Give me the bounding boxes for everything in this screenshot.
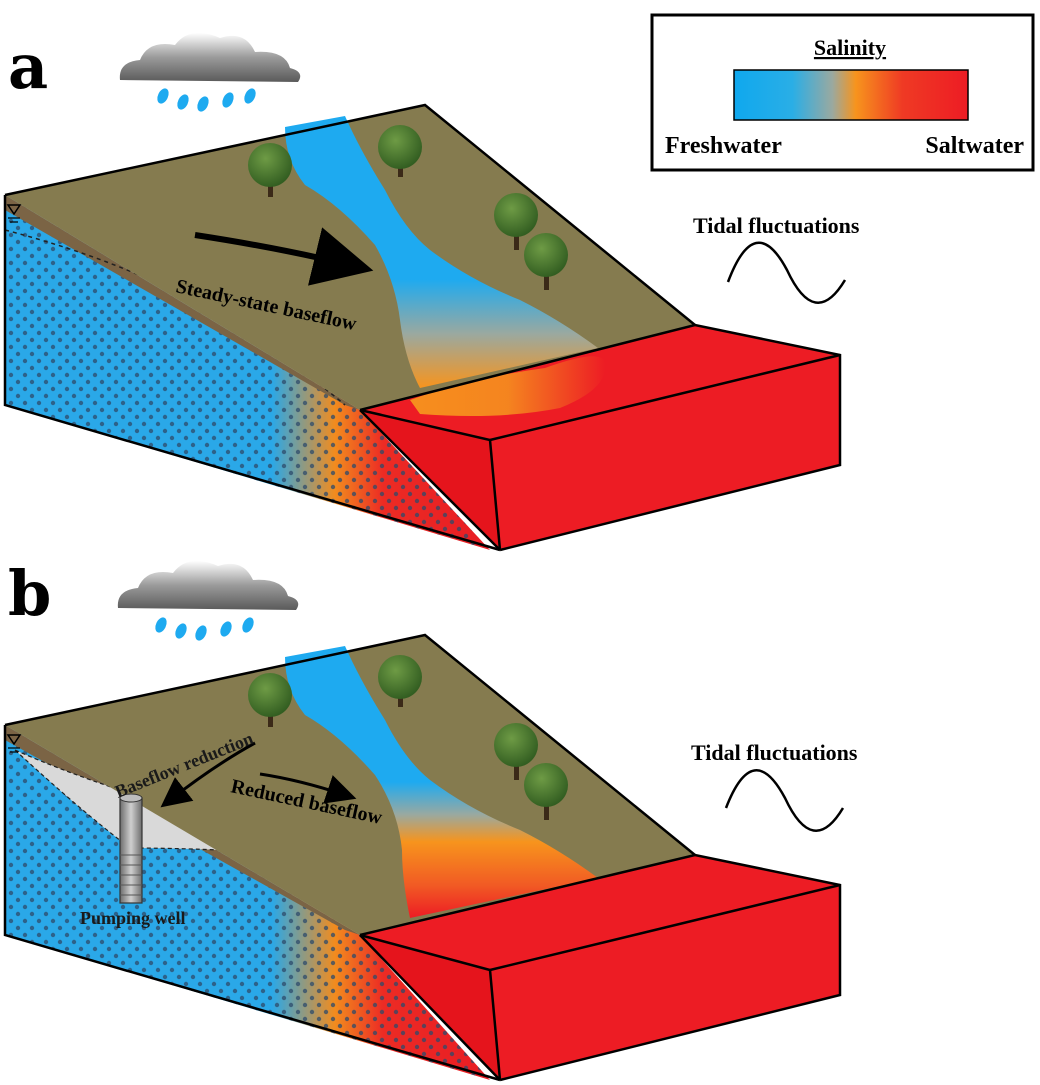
well-label: Pumping well xyxy=(80,908,186,928)
legend-high-label: Saltwater xyxy=(925,133,1024,159)
tree-icon xyxy=(248,673,292,727)
pumping-well-icon xyxy=(119,793,143,904)
river xyxy=(285,116,598,388)
tide-label: Tidal fluctuations xyxy=(693,213,860,238)
tree-icon xyxy=(248,143,292,197)
tide-wave-icon xyxy=(724,769,845,832)
river xyxy=(285,646,598,918)
legend-low-label: Freshwater xyxy=(665,133,782,159)
rain-cloud-icon xyxy=(119,32,301,112)
tree-icon xyxy=(524,763,568,820)
tree-icon xyxy=(494,193,538,250)
tide-wave-icon xyxy=(726,241,847,304)
panel-a: a xyxy=(3,30,860,552)
tree-icon xyxy=(494,723,538,780)
water-table-icon xyxy=(6,204,22,223)
salinity-legend: Salinity Freshwater Saltwater xyxy=(650,13,1035,172)
legend-color-bar xyxy=(733,69,969,121)
panel-letter-b: b xyxy=(8,557,51,630)
reduction-arrow xyxy=(160,741,256,808)
rain-cloud-icon xyxy=(117,560,299,641)
tree-icon xyxy=(524,233,568,290)
tree-icon xyxy=(378,125,422,177)
ocean-front xyxy=(490,355,840,550)
flow-arrow xyxy=(259,772,357,804)
panel-letter-a: a xyxy=(8,30,48,103)
water-table-icon xyxy=(6,734,22,753)
flow-arrow xyxy=(194,227,374,286)
panel-b: b xyxy=(3,557,858,1082)
tide-label: Tidal fluctuations xyxy=(691,740,858,765)
tree-icon xyxy=(378,655,422,707)
legend-title: Salinity xyxy=(814,35,886,60)
